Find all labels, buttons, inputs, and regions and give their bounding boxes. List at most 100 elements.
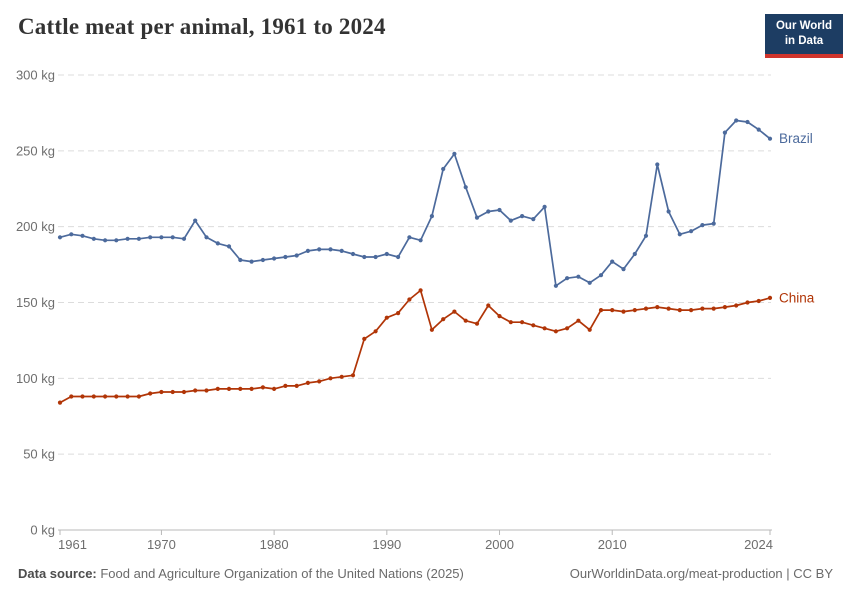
data-point-china[interactable] (520, 320, 525, 325)
data-point-china[interactable] (373, 329, 378, 334)
data-point-brazil[interactable] (328, 247, 333, 252)
data-point-brazil[interactable] (305, 248, 310, 253)
data-point-china[interactable] (429, 327, 434, 332)
data-point-china[interactable] (328, 376, 333, 381)
data-point-china[interactable] (497, 314, 502, 319)
data-point-brazil[interactable] (80, 233, 85, 238)
data-point-brazil[interactable] (565, 276, 570, 281)
data-point-china[interactable] (441, 317, 446, 322)
data-point-china[interactable] (666, 306, 671, 311)
data-point-brazil[interactable] (294, 253, 299, 258)
data-point-china[interactable] (91, 394, 96, 399)
data-point-china[interactable] (463, 318, 468, 323)
data-point-china[interactable] (587, 327, 592, 332)
data-point-china[interactable] (486, 303, 491, 308)
data-point-china[interactable] (610, 308, 615, 313)
data-point-brazil[interactable] (373, 254, 378, 260)
data-point-china[interactable] (226, 386, 232, 391)
data-point-brazil[interactable] (598, 273, 604, 278)
data-point-brazil[interactable] (463, 185, 468, 190)
data-point-brazil[interactable] (159, 235, 164, 240)
data-point-brazil[interactable] (114, 238, 119, 243)
data-point-brazil[interactable] (587, 280, 592, 285)
data-point-china[interactable] (643, 306, 649, 311)
data-point-china[interactable] (542, 326, 547, 331)
data-point-china[interactable] (350, 373, 356, 378)
data-point-brazil[interactable] (474, 215, 480, 220)
data-point-brazil[interactable] (655, 162, 660, 167)
data-point-china[interactable] (745, 300, 750, 305)
data-point-brazil[interactable] (103, 238, 108, 243)
data-point-china[interactable] (148, 391, 153, 396)
data-point-brazil[interactable] (643, 233, 649, 238)
data-point-brazil[interactable] (576, 274, 581, 279)
data-point-brazil[interactable] (249, 259, 254, 264)
data-point-brazil[interactable] (621, 267, 626, 272)
data-point-china[interactable] (80, 394, 85, 399)
data-point-china[interactable] (565, 326, 570, 331)
data-point-china[interactable] (722, 305, 728, 310)
data-point-brazil[interactable] (441, 166, 446, 172)
data-point-brazil[interactable] (722, 130, 728, 135)
data-point-brazil[interactable] (689, 229, 694, 234)
data-point-brazil[interactable] (69, 232, 74, 237)
data-point-brazil[interactable] (531, 217, 536, 222)
data-point-brazil[interactable] (125, 236, 130, 241)
data-point-china[interactable] (238, 386, 243, 391)
data-point-china[interactable] (215, 386, 220, 391)
data-point-brazil[interactable] (362, 254, 367, 260)
data-point-brazil[interactable] (553, 283, 559, 288)
data-point-brazil[interactable] (407, 235, 412, 240)
data-point-brazil[interactable] (542, 204, 547, 209)
data-point-china[interactable] (181, 389, 187, 395)
data-point-brazil[interactable] (610, 259, 615, 264)
data-point-china[interactable] (125, 394, 130, 399)
data-point-brazil[interactable] (497, 207, 502, 213)
data-point-brazil[interactable] (384, 251, 389, 257)
data-point-brazil[interactable] (418, 238, 423, 243)
data-point-china[interactable] (508, 320, 513, 325)
data-point-china[interactable] (384, 315, 389, 320)
data-point-china[interactable] (159, 389, 164, 395)
data-point-china[interactable] (294, 383, 299, 388)
data-point-brazil[interactable] (317, 247, 322, 252)
data-point-brazil[interactable] (711, 221, 716, 226)
series-end-label-china[interactable]: China (779, 290, 815, 305)
data-point-brazil[interactable] (170, 235, 175, 240)
data-point-brazil[interactable] (272, 256, 277, 261)
data-point-china[interactable] (396, 311, 401, 316)
data-point-china[interactable] (531, 323, 536, 328)
data-point-china[interactable] (193, 388, 198, 393)
data-point-brazil[interactable] (136, 236, 141, 241)
data-point-brazil[interactable] (508, 218, 513, 223)
data-point-china[interactable] (249, 386, 254, 391)
data-point-china[interactable] (283, 383, 288, 388)
data-point-china[interactable] (632, 308, 637, 313)
data-point-china[interactable] (621, 309, 626, 314)
data-point-china[interactable] (734, 303, 739, 308)
data-point-brazil[interactable] (226, 244, 232, 249)
data-point-china[interactable] (69, 394, 74, 399)
data-point-brazil[interactable] (677, 232, 682, 237)
data-point-china[interactable] (317, 379, 322, 384)
data-point-china[interactable] (305, 380, 310, 385)
data-point-china[interactable] (103, 394, 108, 399)
data-point-china[interactable] (407, 297, 412, 302)
data-point-brazil[interactable] (260, 257, 265, 263)
data-point-brazil[interactable] (193, 218, 198, 223)
data-point-china[interactable] (418, 288, 423, 293)
data-point-china[interactable] (452, 309, 457, 314)
data-point-brazil[interactable] (700, 223, 705, 228)
data-point-china[interactable] (598, 308, 604, 313)
data-point-china[interactable] (339, 374, 344, 379)
data-point-china[interactable] (767, 295, 773, 300)
data-point-brazil[interactable] (238, 257, 243, 263)
data-point-china[interactable] (655, 305, 660, 310)
data-point-brazil[interactable] (666, 209, 671, 214)
data-point-china[interactable] (136, 394, 141, 399)
data-point-brazil[interactable] (283, 254, 288, 260)
series-line-brazil[interactable] (59, 119, 771, 287)
data-point-brazil[interactable] (767, 136, 773, 141)
data-point-china[interactable] (689, 308, 694, 313)
series-end-label-brazil[interactable]: Brazil (779, 131, 813, 146)
